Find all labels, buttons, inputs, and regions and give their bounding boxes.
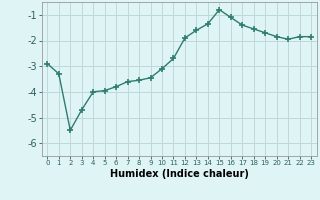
X-axis label: Humidex (Indice chaleur): Humidex (Indice chaleur)	[110, 169, 249, 179]
